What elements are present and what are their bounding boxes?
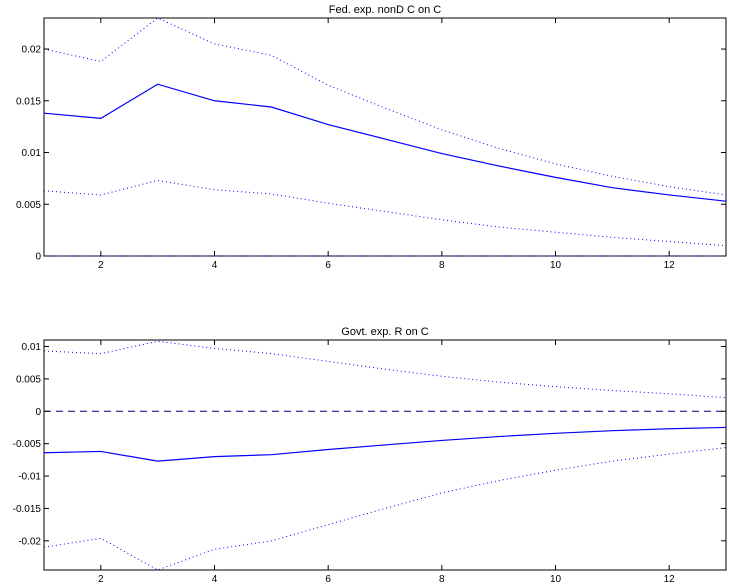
x-tick-label: 2: [98, 574, 104, 585]
panel-govt-exp-r-on-c: Govt. exp. R on C 2 4 6 8 10 12 -0.02 -0.015 -0.…: [13, 326, 726, 585]
y-tick-label: 0.01: [22, 148, 42, 159]
series-line-lower-band: [44, 448, 726, 570]
series-line-upper-band: [44, 341, 726, 397]
y-tick-label: 0.01: [22, 342, 42, 353]
y-tick-label: 0.005: [16, 200, 41, 211]
x-tick-label: 4: [212, 574, 218, 585]
x-tick-label: 2: [98, 260, 104, 271]
x-tick-label: 10: [550, 260, 562, 271]
y-tick-label: 0: [35, 407, 41, 418]
y-tick-label: 0.02: [22, 45, 42, 56]
x-tick-label: 6: [325, 260, 331, 271]
chart-title: Fed. exp. nonD C on C: [329, 4, 442, 16]
axes-frame: [44, 18, 726, 256]
x-tick-label: 4: [212, 260, 218, 271]
x-tick-label: 8: [439, 574, 445, 585]
y-tick-label: -0.005: [13, 439, 42, 450]
series-line-response: [44, 427, 726, 461]
chart-title: Govt. exp. R on C: [341, 326, 428, 338]
axes-frame: [44, 340, 726, 570]
series-line-upper-band: [44, 18, 726, 195]
y-tick-label: 0: [35, 252, 41, 263]
panel-fed-exp-nond-c-on-c: Fed. exp. nonD C on C 2 4 6 8 10 12 0 0.005 0.01…: [16, 4, 726, 271]
x-tick-label: 8: [439, 260, 445, 271]
series-line-response: [44, 84, 726, 201]
x-tick-label: 12: [664, 260, 676, 271]
x-tick-label: 12: [664, 574, 676, 585]
x-tick-label: 6: [325, 574, 331, 585]
x-tick-label: 10: [550, 574, 562, 585]
y-tick-label: -0.02: [18, 536, 41, 547]
y-tick-label: 0.005: [16, 374, 41, 385]
y-tick-label: -0.01: [18, 472, 41, 483]
series-line-lower-band: [44, 180, 726, 245]
y-tick-label: 0.015: [16, 96, 41, 107]
y-tick-label: -0.015: [13, 504, 42, 515]
